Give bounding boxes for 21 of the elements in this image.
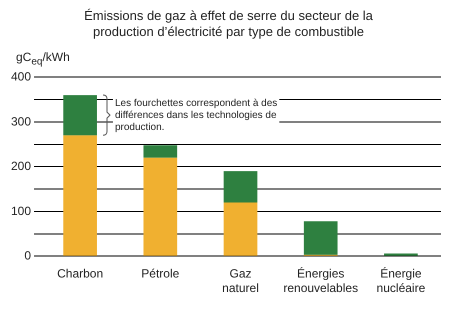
y-tick-label: 400 xyxy=(10,70,32,84)
bar xyxy=(384,254,418,256)
y-tick-label: 100 xyxy=(10,204,32,218)
x-tick-label: Pétrole xyxy=(141,267,180,282)
y-tick-label: 0 xyxy=(24,248,32,263)
chart-title: Émissions de gaz à effet de serre du secteur de la production d’électricité par type de combustible xyxy=(83,8,374,40)
y-tick-label: 200 xyxy=(10,159,32,174)
bar xyxy=(224,202,258,256)
bar xyxy=(224,172,258,203)
bar xyxy=(63,95,97,136)
y-tick-label: 300 xyxy=(10,114,32,129)
x-tick-label: Gaz naturel xyxy=(222,267,259,296)
bar xyxy=(63,136,97,256)
bar xyxy=(304,222,338,256)
y-axis-title: gC$_{eq}$/kWh xyxy=(16,50,71,68)
x-tick-label: Charbon xyxy=(57,267,104,282)
x-tick-label: Énergies renouvelables xyxy=(283,267,358,296)
bar xyxy=(143,146,178,158)
x-tick-label: Énergie nucléaire xyxy=(376,267,426,296)
bar xyxy=(143,158,178,256)
annotation: Les fourchettes correspondent à des différences dans les technologies de production. xyxy=(114,98,278,134)
